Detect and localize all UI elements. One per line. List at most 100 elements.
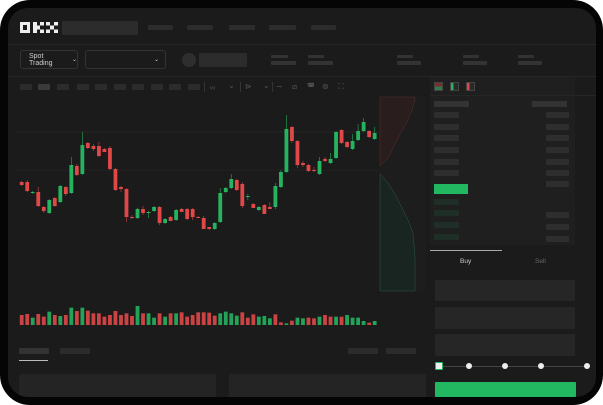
volume-bar (163, 316, 167, 325)
slider-handle[interactable] (435, 362, 443, 370)
stat-value (308, 61, 333, 65)
okx-logo[interactable] (20, 22, 58, 33)
volume-bar (262, 316, 267, 325)
volume-bar (168, 313, 173, 325)
volume-bars (19, 306, 377, 325)
indicator-icon[interactable]: ᵥᵥ (210, 82, 216, 91)
volume-bar (146, 313, 151, 325)
slider-tick-25[interactable] (466, 363, 472, 369)
buy-tab[interactable]: Buy (460, 258, 472, 265)
timeframe-button[interactable] (77, 84, 89, 90)
volume-bar (108, 315, 112, 325)
volume-bar (345, 315, 349, 325)
order-book-bids-icon[interactable] (450, 82, 459, 91)
volume-bar (113, 311, 118, 325)
bottom-action[interactable] (386, 348, 416, 354)
volume-bar (85, 310, 90, 325)
volume-bar (196, 312, 201, 325)
candle-body (74, 166, 79, 175)
depth-asks-area (379, 96, 416, 167)
ask-amount (546, 170, 569, 176)
candlestick-chart[interactable] (8, 8, 596, 397)
toolbar-separator (240, 82, 241, 92)
nav-item[interactable] (229, 25, 255, 30)
nav-item[interactable] (187, 25, 213, 30)
stat-label (518, 55, 534, 58)
candle-body (323, 159, 327, 161)
timeframe-button[interactable] (132, 84, 144, 90)
slider-tick-100[interactable] (584, 363, 590, 369)
candle-type-icon[interactable]: ⊳ (245, 82, 252, 91)
bottom-action[interactable] (348, 348, 378, 354)
candle-body (367, 131, 372, 137)
volume-bar (290, 320, 294, 325)
price-input[interactable] (435, 280, 575, 301)
ask-price (434, 170, 459, 176)
slider-track[interactable] (440, 366, 588, 367)
chevron-down-icon[interactable]: ⌄ (228, 81, 235, 90)
ruler-icon[interactable]: ⧄ (292, 82, 298, 91)
volume-bar (279, 322, 283, 325)
settings-icon[interactable]: ⊚ (322, 82, 329, 91)
bid-amount (546, 212, 569, 218)
slider-tick-50[interactable] (502, 363, 508, 369)
volume-bar (317, 316, 322, 325)
timeframe-button[interactable] (20, 84, 32, 90)
divider (430, 95, 596, 96)
timeframe-button[interactable] (169, 84, 181, 90)
volume-bar (301, 318, 305, 325)
camera-icon[interactable]: ◚ (307, 82, 315, 91)
candle-body (301, 163, 305, 165)
candle-body (317, 161, 322, 174)
order-book-both-icon[interactable] (434, 82, 443, 91)
spot-trading-label: Spot Trading (29, 52, 53, 67)
bid-amount (546, 224, 569, 230)
volume-bar (356, 317, 361, 325)
candle-body (19, 182, 24, 185)
candle-body (80, 145, 85, 174)
volume-bar (69, 307, 74, 325)
candle-body (91, 146, 96, 149)
timeframe-button[interactable] (38, 84, 50, 90)
candle-body (185, 209, 190, 219)
sell-tab[interactable]: Sell (535, 258, 546, 265)
pair-dropdown[interactable]: ⌄ (85, 50, 166, 69)
volume-bar (174, 313, 179, 325)
candle-body (234, 180, 239, 190)
candle-body (36, 192, 41, 206)
toolbar-separator (204, 82, 205, 92)
timeframe-button[interactable] (114, 84, 126, 90)
nav-item[interactable] (148, 25, 173, 30)
tab-order-history[interactable] (60, 348, 90, 354)
amount-input[interactable] (435, 307, 575, 329)
timeframe-button[interactable] (95, 84, 107, 90)
volume-bar (58, 316, 63, 325)
chevron-down-icon[interactable]: ⌄ (263, 81, 270, 90)
stat-label (397, 55, 413, 58)
candle-body (251, 204, 256, 208)
fullscreen-icon[interactable]: ⛶ (338, 82, 344, 91)
candle-body (229, 179, 234, 188)
volume-bar (63, 315, 68, 325)
nav-item[interactable] (269, 25, 296, 30)
timeframe-button[interactable] (151, 84, 163, 90)
timeframe-button[interactable] (188, 84, 200, 90)
tab-open-orders[interactable] (19, 348, 49, 354)
buy-button[interactable] (435, 382, 576, 397)
candle-body (30, 192, 35, 193)
spot-trading-dropdown[interactable]: Spot Trading ⌄ (20, 50, 78, 69)
volume-bar (201, 312, 206, 325)
slider-tick-75[interactable] (538, 363, 544, 369)
header-search[interactable] (62, 21, 138, 35)
candle-body (168, 217, 173, 221)
line-tool-icon[interactable]: ∼ (276, 82, 283, 91)
bid-price (434, 199, 459, 205)
candle-body (245, 196, 250, 197)
order-book-asks-icon[interactable] (466, 82, 475, 91)
ask-amount (546, 124, 569, 130)
candle-body (41, 207, 46, 211)
candle-body (273, 186, 278, 207)
nav-item[interactable] (311, 25, 336, 30)
total-input[interactable] (435, 334, 575, 356)
timeframe-button[interactable] (57, 84, 69, 90)
